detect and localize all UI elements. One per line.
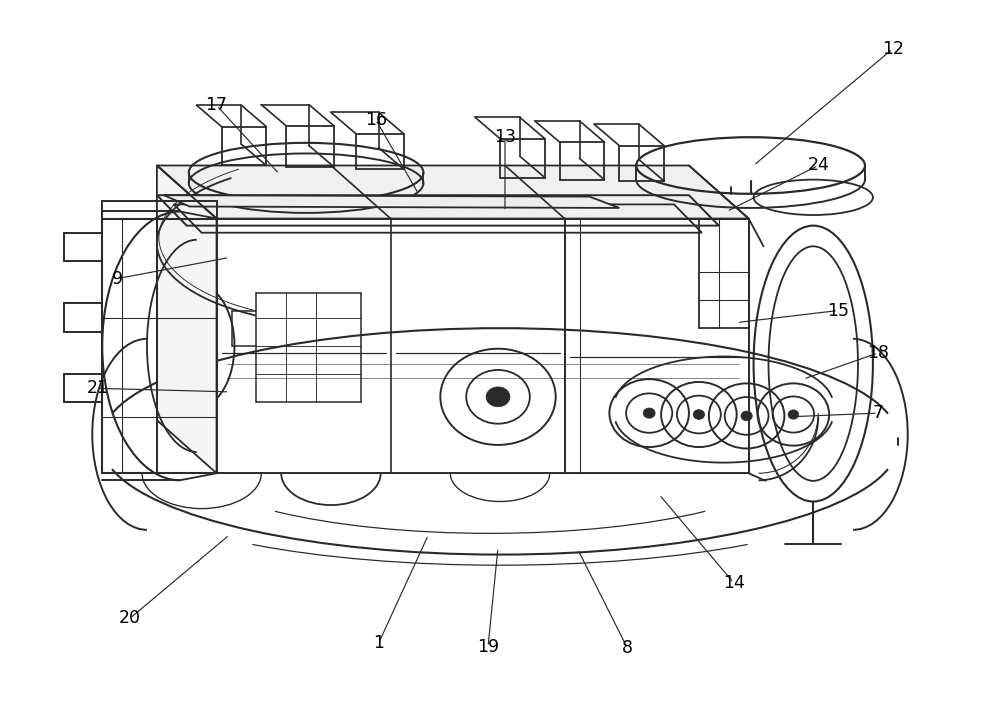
Text: 12: 12: [882, 40, 904, 58]
Text: 18: 18: [867, 344, 889, 362]
Text: 8: 8: [622, 639, 633, 657]
Text: 21: 21: [86, 379, 108, 397]
Text: 1: 1: [373, 634, 384, 652]
Text: 24: 24: [807, 156, 829, 175]
Text: 14: 14: [723, 574, 745, 592]
Text: 7: 7: [872, 404, 883, 422]
Text: 15: 15: [827, 302, 849, 319]
Text: 20: 20: [119, 609, 141, 627]
Ellipse shape: [693, 410, 705, 419]
Polygon shape: [164, 195, 619, 208]
Ellipse shape: [788, 410, 799, 419]
Ellipse shape: [486, 387, 510, 406]
Polygon shape: [157, 165, 217, 473]
Ellipse shape: [643, 408, 655, 419]
Polygon shape: [157, 165, 749, 219]
Text: 9: 9: [112, 270, 123, 287]
Text: 16: 16: [365, 111, 387, 128]
Text: 17: 17: [206, 96, 228, 114]
Ellipse shape: [741, 411, 752, 421]
Text: 13: 13: [494, 128, 516, 146]
Text: 19: 19: [477, 637, 499, 655]
